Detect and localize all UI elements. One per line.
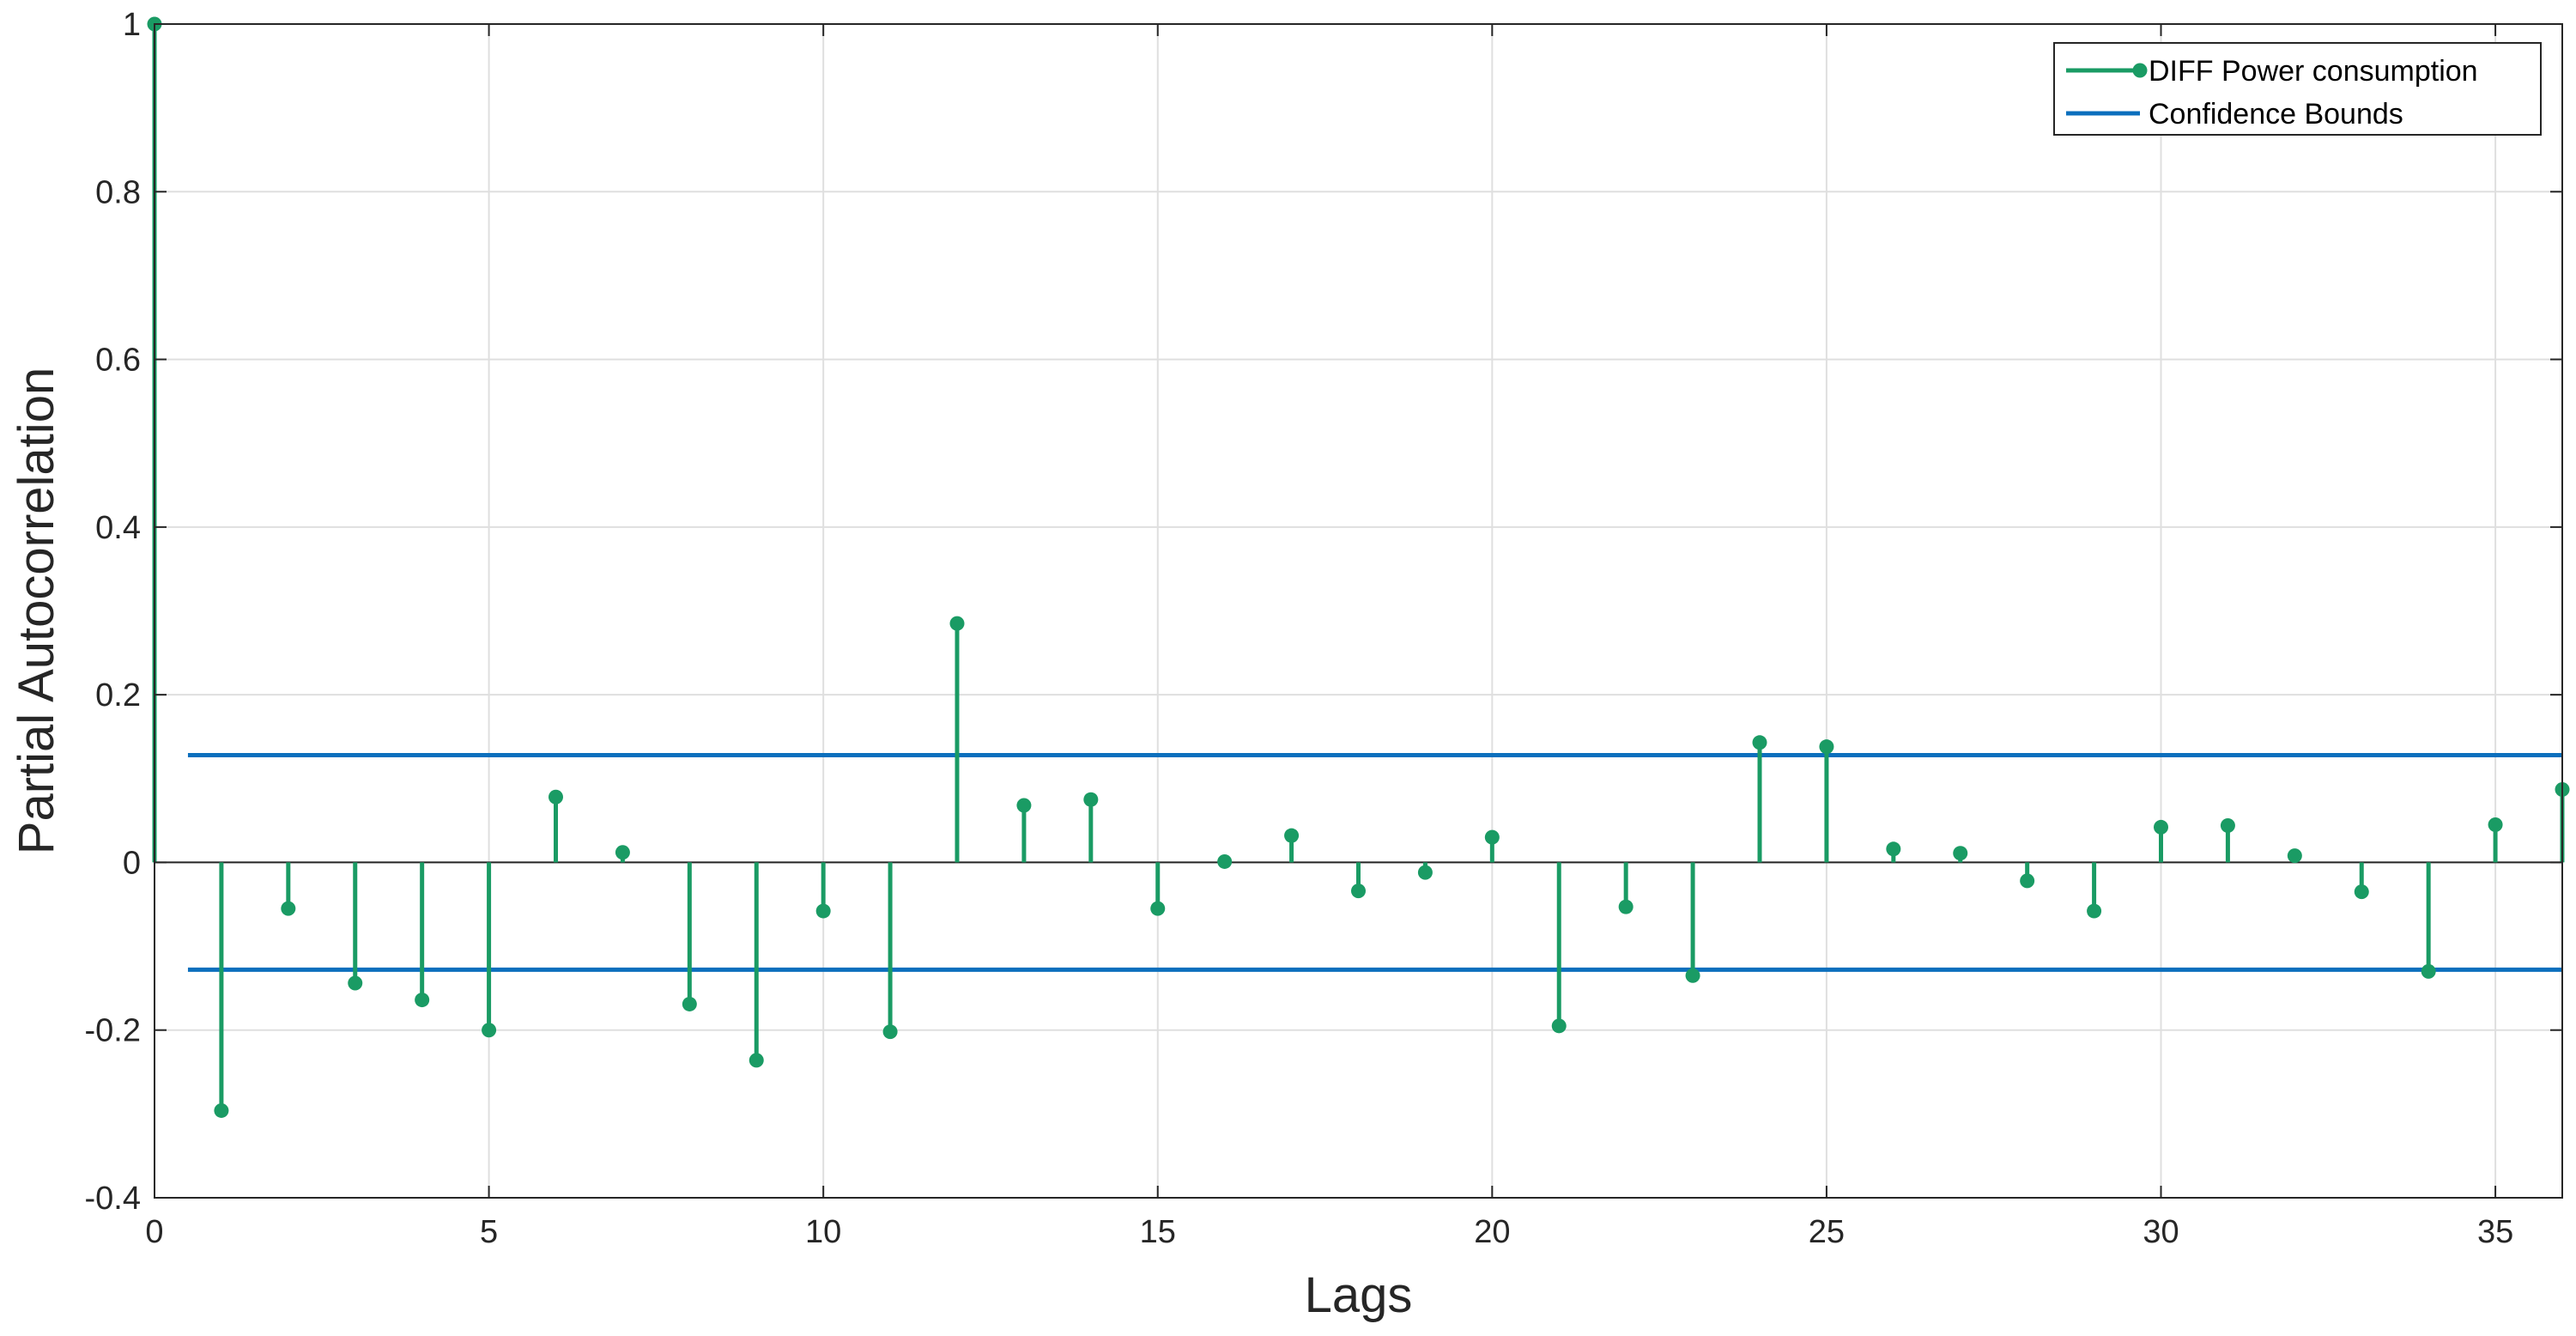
x-tick-label: 5	[480, 1214, 498, 1250]
stem-marker	[615, 845, 630, 860]
stem-marker	[749, 1053, 764, 1068]
legend-marker-diff-dot	[2132, 63, 2148, 78]
stem-marker	[949, 616, 965, 631]
stem-marker	[1217, 853, 1233, 869]
stem-marker	[882, 1024, 898, 1040]
stem-marker	[1284, 828, 1300, 843]
x-tick-label: 20	[1474, 1214, 1510, 1250]
x-tick-label: 15	[1140, 1214, 1176, 1250]
stem-marker	[2220, 817, 2235, 833]
stem-marker	[1886, 841, 1901, 857]
stem-marker	[1484, 829, 1500, 845]
stem-marker	[2287, 848, 2302, 864]
legend-entry-bounds: Confidence Bounds	[2149, 98, 2403, 131]
stem-marker	[549, 789, 563, 805]
y-tick-label: -0.2	[85, 1013, 141, 1049]
y-tick-label: 0.8	[95, 174, 141, 210]
y-tick-label: 0.4	[95, 510, 141, 546]
stem-marker	[214, 1102, 229, 1118]
stem-marker	[348, 975, 363, 991]
y-tick-label: 0.6	[95, 343, 141, 379]
stem-marker	[2421, 963, 2436, 979]
stem-marker	[1150, 901, 1166, 916]
stem-marker	[1551, 1018, 1567, 1034]
y-tick-label: 0	[123, 845, 141, 881]
x-axis-label: Lags	[1305, 1267, 1413, 1323]
stem-marker	[1016, 798, 1032, 813]
confidence-bounds	[187, 752, 2562, 972]
stem-marker	[1351, 884, 1366, 899]
grid	[154, 23, 2562, 1199]
stem-marker	[815, 903, 831, 919]
stem-marker	[2154, 819, 2168, 835]
x-tick-label: 30	[2143, 1214, 2179, 1250]
stem-marker	[2087, 903, 2102, 919]
legend: DIFF Power consumption Confidence Bounds	[2053, 42, 2542, 136]
x-tick-label: 10	[805, 1214, 841, 1250]
stem-marker	[1083, 792, 1099, 807]
x-tick-label: 25	[1809, 1214, 1845, 1250]
stem-marker	[1819, 739, 1834, 755]
stem-marker	[2020, 873, 2035, 889]
legend-box	[2053, 42, 2542, 136]
x-tick-label: 0	[145, 1214, 163, 1250]
y-tick-label: 0.2	[95, 677, 141, 714]
stem-marker	[281, 901, 296, 916]
stem-marker	[1618, 899, 1633, 914]
y-axis-label: Partial Autocorrelation	[9, 367, 64, 854]
stem-marker	[482, 1023, 497, 1038]
stem-marker	[415, 993, 430, 1008]
stem-marker	[682, 996, 697, 1011]
stem-marker	[1752, 735, 1767, 750]
legend-entry-diff: DIFF Power consumption	[2149, 55, 2478, 88]
stem-marker	[2354, 884, 2369, 900]
stem-marker	[2488, 817, 2503, 832]
stem-marker	[1417, 865, 1433, 880]
stems	[147, 16, 2570, 1118]
y-tick-label: 1	[123, 7, 141, 43]
axes-box	[154, 23, 2563, 1199]
x-tick-label: 35	[2477, 1214, 2513, 1250]
ticks: 0 5 10 15 20 25 30 35 -0.4 -0.2 0 0.2 0.4 0.6 0.8 1	[85, 7, 2562, 1250]
stem-marker	[1953, 846, 1968, 861]
stem-marker	[1685, 968, 1700, 983]
y-tick-label: -0.4	[85, 1181, 141, 1217]
